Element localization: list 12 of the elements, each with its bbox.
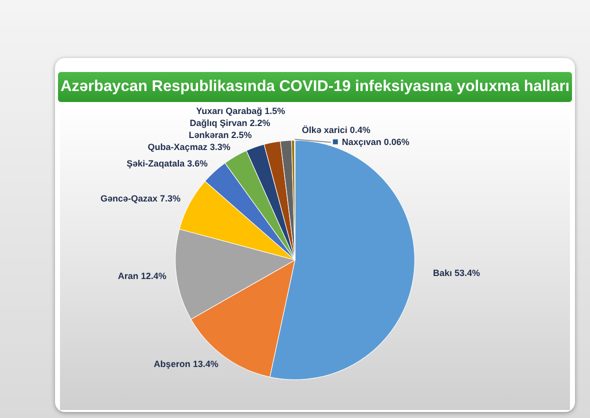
slice-label: Quba-Xaçmaz 3.3% [148, 142, 230, 152]
slice-label: Abşeron 13.4% [154, 359, 218, 370]
slice-label: Ölkə xarici 0.4% [302, 124, 370, 135]
chart-title: Azərbaycan Respublikasında COVID-19 infeksiyasına yoluxma halları [58, 72, 572, 102]
slice-label: Gəncə-Qazax 7.3% [100, 193, 181, 204]
slice-label: Dağlıq Şirvan 2.2% [190, 118, 270, 128]
slice-label: Şəki-Zaqatala 3.6% [126, 158, 208, 169]
slice-label: Yuxarı Qarabağ 1.5% [196, 106, 286, 116]
legend-label: Naxçıvan 0.06% [342, 136, 410, 147]
slice-label: Lənkəran 2.5% [188, 130, 252, 140]
slice-label: Aran 12.4% [118, 271, 166, 282]
slice-label: Bakı 53.4% [432, 268, 480, 278]
